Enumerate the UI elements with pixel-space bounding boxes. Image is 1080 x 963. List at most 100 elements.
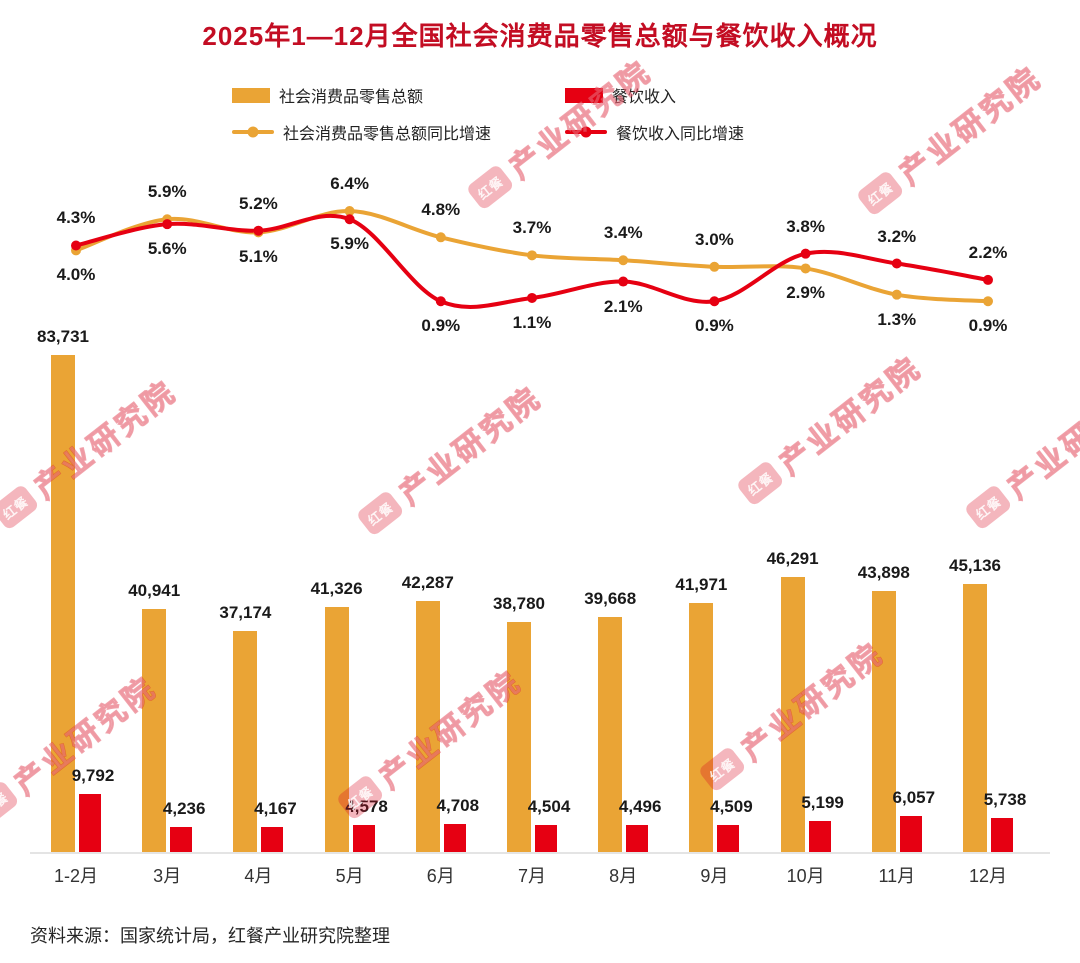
catering-growth-point (71, 240, 81, 251)
x-axis-label: 8月 (609, 866, 638, 886)
bar-value-label-catering: 5,738 (983, 789, 1027, 809)
bar-value-label-catering: 4,496 (618, 797, 662, 817)
catering-growth-point (800, 248, 811, 259)
bar-value-label-retail: 42,287 (401, 572, 454, 592)
legend-label: 餐饮收入同比增速 (616, 126, 745, 143)
x-axis-label: 11月 (878, 866, 916, 886)
bar-value-label-retail: 83,731 (37, 327, 89, 346)
growth-value-label: 2.9% (786, 283, 825, 303)
retail-growth-point (891, 289, 902, 300)
bar-value-label-catering: 4,578 (345, 796, 388, 816)
growth-value-label: 4.0% (56, 265, 96, 285)
retail-growth-point (709, 261, 720, 272)
legend-item-catering-revenue: 餐饮收入 (565, 83, 744, 107)
bar-retail-total (233, 631, 258, 852)
growth-value-label: 1.1% (512, 312, 552, 332)
bar-retail-total (780, 577, 805, 852)
bar-value-label-catering: 9,792 (71, 765, 115, 785)
growth-value-label: 5.1% (239, 247, 278, 267)
growth-value-label: 5.9% (147, 182, 187, 202)
growth-value-label: 0.9% (421, 316, 461, 336)
growth-value-label: 2.1% (603, 296, 643, 316)
growth-value-label: 3.0% (695, 229, 734, 249)
growth-value-label: 6.4% (330, 174, 369, 194)
bar-retail-total (689, 602, 714, 852)
growth-value-label: 5.2% (239, 193, 278, 213)
catering-growth-point (618, 276, 629, 287)
bar-catering-revenue (991, 817, 1013, 852)
bar-catering-revenue (626, 825, 649, 852)
bar-value-label-catering: 4,167 (254, 799, 297, 819)
x-axis-label: 5月 (335, 866, 364, 886)
legend-label: 社会消费品零售总额同比增速 (283, 126, 492, 143)
bar-catering-revenue (717, 825, 740, 852)
bar-value-label-retail: 45,136 (949, 556, 1001, 576)
bar-value-label-catering: 5,199 (801, 793, 844, 813)
catering-growth-point (527, 292, 537, 303)
bar-value-label-catering: 4,509 (710, 797, 753, 817)
x-axis-label: 1-2月 (53, 866, 99, 886)
catering-growth-point (709, 296, 720, 307)
legend-line-dot (580, 126, 592, 138)
bar-value-label-catering: 4,504 (527, 797, 571, 817)
catering-growth-point (983, 274, 993, 285)
bar-value-label-retail: 39,668 (584, 588, 637, 608)
legend-bar-swatch-red (565, 87, 603, 103)
x-axis-label: 6月 (426, 866, 455, 886)
legend-item-retail-total: 社会消费品零售总额 (232, 83, 565, 107)
bar-catering-revenue (443, 824, 466, 852)
growth-value-label: 3.2% (877, 226, 917, 246)
x-axis-label: 10月 (786, 866, 825, 886)
retail-growth-point (344, 206, 355, 217)
growth-value-label: 5.9% (330, 234, 369, 254)
legend-line-swatch-red (565, 126, 607, 138)
bar-value-label-catering: 6,057 (892, 788, 936, 808)
legend-bar-swatch-orange (232, 87, 270, 103)
bar-value-label-retail: 38,780 (493, 593, 545, 613)
source-note: 资料来源：国家统计局，红餐产业研究院整理 (30, 926, 390, 946)
retail-growth-point (983, 296, 993, 307)
catering-growth-point (344, 214, 355, 225)
x-axis-label: 12月 (968, 866, 1008, 886)
bar-value-label-retail: 43,898 (857, 563, 910, 583)
bar-retail-total (598, 616, 623, 852)
legend-line-dot (247, 126, 259, 138)
bar-retail-total (142, 608, 167, 852)
bar-value-label-catering: 4,236 (162, 798, 206, 818)
legend-line-swatch-orange (232, 126, 274, 138)
growth-value-label: 3.4% (603, 223, 643, 243)
growth-value-label: 1.3% (877, 309, 917, 329)
bar-catering-revenue (808, 821, 831, 852)
growth-value-label: 0.9% (968, 316, 1008, 336)
retail-growth-point (527, 250, 537, 261)
bar-value-label-retail: 40,941 (128, 580, 181, 600)
growth-value-label: 0.9% (695, 316, 734, 336)
legend: 社会消费品零售总额 餐饮收入 社会消费品零售总额同比增速 餐饮收入同比增速 (232, 83, 744, 144)
bar-catering-revenue (899, 816, 922, 852)
catering-growth-point (435, 296, 446, 307)
bar-value-label-catering: 4,708 (436, 796, 480, 816)
retail-growth-point (800, 263, 811, 274)
growth-value-label: 4.3% (56, 208, 96, 228)
bar-value-label-retail: 41,971 (675, 574, 728, 594)
legend-label: 社会消费品零售总额 (279, 89, 424, 106)
chart-title: 2025年1—12月全国社会消费品零售总额与餐饮收入概况 (202, 21, 878, 51)
bar-value-label-retail: 41,326 (310, 578, 363, 598)
bar-catering-revenue (261, 827, 284, 852)
bar-retail-total (415, 600, 440, 852)
growth-value-label: 3.8% (786, 216, 825, 236)
catering-growth-point (253, 225, 264, 236)
x-axis-label: 9月 (700, 866, 729, 886)
growth-value-label: 5.6% (147, 239, 187, 259)
bar-retail-total (507, 621, 531, 852)
bar-value-label-retail: 46,291 (766, 549, 819, 569)
x-axis-label: 7月 (517, 866, 547, 886)
growth-value-label: 4.8% (421, 200, 461, 220)
bar-catering-revenue (352, 824, 375, 852)
bar-retail-total (871, 591, 896, 852)
legend-item-retail-growth: 社会消费品零售总额同比增速 (232, 120, 565, 144)
